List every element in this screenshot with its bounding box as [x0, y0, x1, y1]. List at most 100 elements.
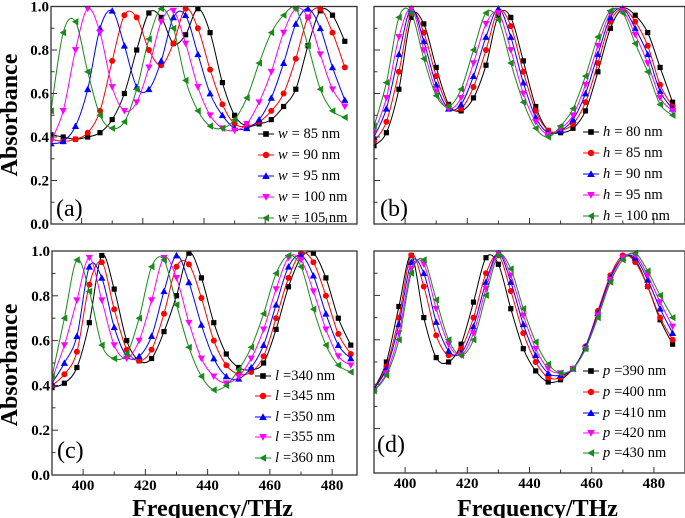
triangle-left-marker	[382, 371, 390, 379]
legend-item: w = 90 nm	[258, 147, 341, 163]
y-tick-label: 1.0	[31, 244, 50, 260]
plot-area	[51, 5, 349, 147]
triangle-left-marker	[133, 85, 140, 93]
square-marker	[211, 320, 217, 326]
triangle-up-marker	[334, 341, 342, 348]
legend-label: w = 90 nm	[278, 147, 341, 163]
triangle-left-marker	[222, 381, 230, 389]
legend-variable: l	[275, 429, 279, 445]
legend-item: l =355 nm	[255, 429, 336, 445]
square-marker	[335, 315, 341, 321]
square-marker	[533, 368, 539, 374]
legend-variable: l	[275, 388, 279, 404]
legend-value: =420 nm	[614, 425, 667, 441]
circle-marker	[532, 359, 539, 365]
triangle-left-marker	[341, 113, 348, 121]
triangle-up-marker	[243, 124, 251, 132]
square-marker	[657, 64, 663, 70]
triangle-down-marker	[247, 355, 255, 363]
triangle-left-marker	[334, 361, 342, 369]
square-marker	[323, 275, 329, 281]
triangle-left-marker	[606, 278, 614, 286]
square-marker	[61, 380, 67, 386]
triangle-left-marker	[507, 265, 514, 273]
circle-marker	[507, 23, 514, 30]
circle-marker	[335, 330, 342, 337]
triangle-left-marker	[172, 301, 180, 309]
triangle-down-marker	[341, 103, 349, 111]
square-marker	[85, 134, 91, 140]
triangle-down-marker	[51, 138, 55, 145]
triangle-down-marker	[260, 326, 268, 333]
triangle-left-marker	[519, 98, 527, 106]
circle-marker	[72, 136, 79, 143]
triangle-up-marker	[284, 263, 293, 270]
triangle-down-marker	[135, 337, 143, 345]
triangle-left-marker	[272, 269, 279, 277]
square-marker	[60, 134, 66, 140]
x-tick-label: 420	[134, 478, 157, 494]
triangle-up-marker	[60, 359, 68, 366]
triangle-down-marker	[243, 121, 251, 128]
triangle-down-marker	[532, 345, 540, 353]
y-tick-label: 1.0	[30, 0, 49, 16]
legend-value: = 85 nm	[614, 145, 663, 161]
legend-variable: w	[278, 168, 288, 184]
triangle-up-marker	[255, 116, 263, 123]
legend-label: l =350 nm	[275, 409, 336, 425]
square-marker	[99, 252, 105, 259]
circle-marker	[262, 151, 270, 159]
triangle-left-marker	[457, 85, 464, 93]
triangle-left-marker	[73, 256, 80, 264]
legend-label: p =410 nm	[602, 405, 667, 421]
triangle-down-marker	[280, 29, 288, 37]
triangle-up-marker	[322, 310, 330, 317]
square-marker	[86, 320, 92, 326]
square-marker	[236, 364, 242, 371]
triangle-down-marker	[73, 297, 81, 304]
circle-marker	[173, 263, 180, 270]
triangle-up-marker	[382, 105, 390, 112]
x-tick-label: 400	[394, 476, 417, 492]
triangle-up-marker	[569, 116, 577, 123]
triangle-up-marker	[631, 24, 639, 32]
triangle-down-marker	[71, 47, 80, 54]
triangle-up-marker	[73, 332, 81, 339]
legend-variable: p	[602, 405, 610, 421]
triangle-up-marker	[145, 85, 153, 93]
triangle-down-marker	[469, 330, 478, 337]
triangle-down-marker	[108, 84, 116, 91]
square-marker	[632, 12, 638, 18]
triangle-down-marker	[272, 286, 280, 293]
circle-marker	[433, 73, 440, 80]
triangle-left-marker	[587, 449, 595, 457]
x-tick-label: 460	[259, 478, 282, 494]
circle-marker	[644, 283, 651, 290]
legend-item: h = 80 nm	[583, 124, 663, 140]
triangle-up-marker	[544, 369, 552, 376]
triangle-down-marker	[569, 112, 577, 119]
legend-variable: w	[278, 147, 288, 163]
triangle-up-marker	[297, 251, 305, 259]
legend-item: l =360 nm	[255, 450, 336, 466]
circle-marker	[248, 369, 255, 375]
triangle-up-marker	[445, 347, 453, 354]
triangle-up-marker	[262, 172, 270, 180]
circle-marker	[161, 310, 167, 317]
triangle-up-marker	[482, 33, 490, 40]
legend-value: = 105 nm	[292, 210, 348, 226]
legend-variable: p	[602, 425, 610, 441]
circle-marker	[408, 252, 415, 259]
triangle-up-marker	[52, 379, 56, 387]
series-l-4	[52, 251, 354, 394]
legend-variable: p	[602, 363, 610, 379]
circle-marker	[483, 270, 489, 277]
triangle-left-marker	[52, 372, 55, 380]
legend-item: w = 105 nm	[258, 210, 348, 226]
triangle-left-marker	[347, 368, 354, 376]
y-tick-label: 0.0	[31, 468, 50, 484]
triangle-left-marker	[569, 365, 576, 373]
triangle-up-marker	[85, 263, 93, 270]
triangle-down-marker	[60, 342, 68, 349]
square-marker	[470, 95, 477, 101]
